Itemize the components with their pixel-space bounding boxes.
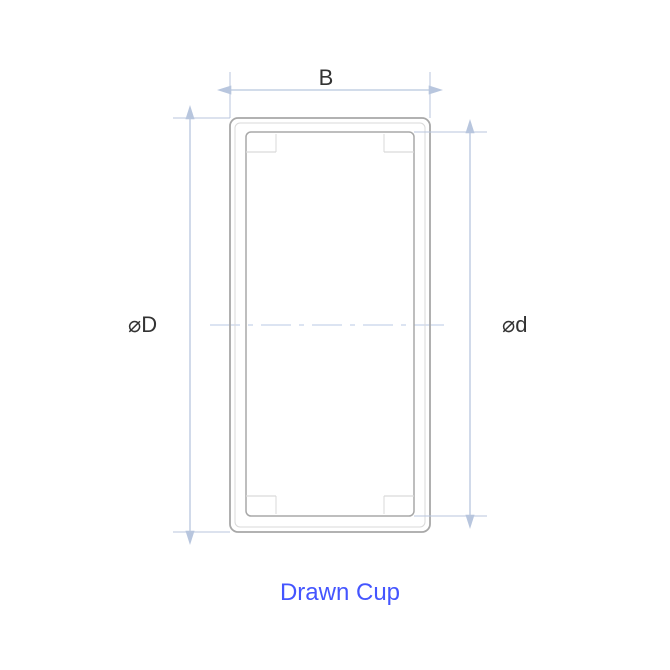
dimension-label-inner-dia: ⌀d	[502, 312, 527, 337]
dimension-label-width: B	[319, 65, 334, 90]
inner-bore-rect	[246, 132, 414, 516]
dimension-label-outer-dia: ⌀D	[128, 312, 157, 337]
caption-text: Drawn Cup	[280, 579, 400, 606]
